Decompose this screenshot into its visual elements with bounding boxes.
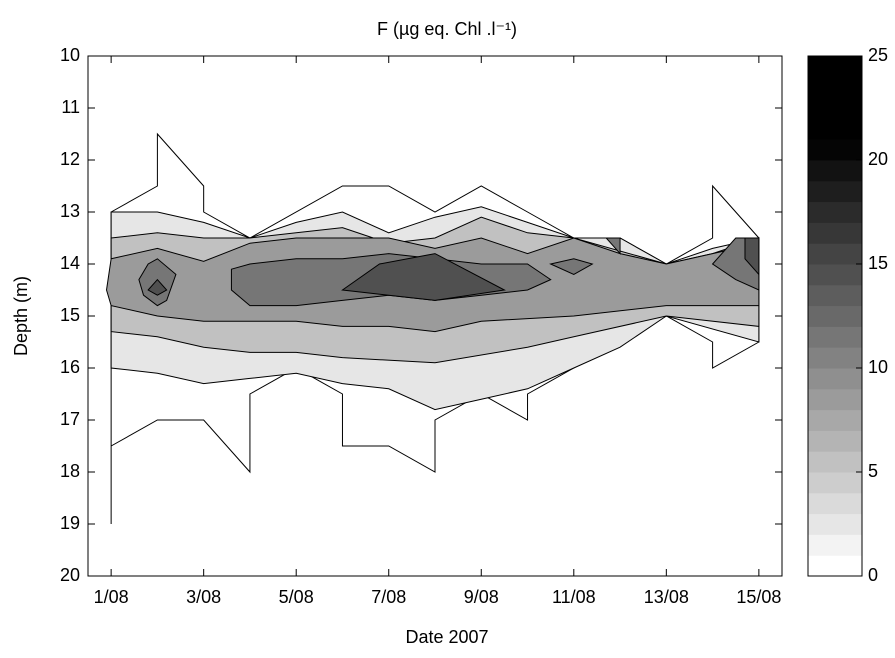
colorbar-step (808, 180, 862, 203)
x-tick-label: 3/08 (186, 587, 221, 607)
colorbar-step (808, 97, 862, 119)
colorbar-step (808, 264, 862, 286)
colorbar-step (808, 243, 862, 265)
colorbar-tick-label: 5 (868, 461, 878, 481)
y-tick-label: 10 (60, 45, 80, 65)
x-tick-label: 7/08 (371, 587, 406, 607)
colorbar-tick-label: 0 (868, 565, 878, 585)
colorbar-step (808, 368, 862, 390)
colorbar-step (808, 409, 862, 431)
colorbar-step (808, 555, 862, 577)
colorbar-step (808, 139, 862, 161)
colorbar-step (808, 472, 862, 494)
y-tick-label: 18 (60, 461, 80, 481)
colorbar-tick-label: 15 (868, 253, 888, 273)
colorbar-step (808, 56, 862, 78)
x-tick-label: 15/08 (736, 587, 781, 607)
colorbar-step (808, 534, 862, 556)
y-tick-label: 20 (60, 565, 80, 585)
x-tick-label: 5/08 (279, 587, 314, 607)
chart-title: F (µg eq. Chl .l⁻¹) (377, 19, 517, 39)
colorbar-step (808, 451, 862, 473)
y-tick-label: 17 (60, 409, 80, 429)
colorbar-step (808, 388, 862, 411)
x-tick-label: 1/08 (94, 587, 129, 607)
colorbar-step (808, 492, 862, 515)
y-tick-label: 15 (60, 305, 80, 325)
x-axis-label: Date 2007 (405, 627, 488, 647)
x-tick-label: 13/08 (644, 587, 689, 607)
y-tick-label: 12 (60, 149, 80, 169)
y-axis-label: Depth (m) (11, 276, 31, 356)
x-tick-label: 11/08 (552, 587, 596, 607)
colorbar-step (808, 222, 862, 244)
contour-region (744, 237, 760, 276)
y-tick-label: 13 (60, 201, 80, 221)
colorbar-step (808, 118, 862, 140)
colorbar-step (808, 326, 862, 348)
contour-region (147, 278, 168, 296)
colorbar-tick-label: 20 (868, 149, 888, 169)
y-tick-label: 19 (60, 513, 80, 533)
colorbar-tick-label: 25 (868, 45, 888, 65)
colorbar-step (808, 160, 862, 182)
colorbar-step (808, 513, 862, 535)
colorbar-step (808, 284, 862, 307)
contour-region (549, 258, 594, 275)
colorbar-step (808, 430, 862, 452)
colorbar-step (808, 305, 862, 327)
contour-region (341, 253, 506, 301)
colorbar-frame (807, 55, 863, 577)
y-tick-label: 14 (60, 253, 80, 273)
y-tick-label: 16 (60, 357, 80, 377)
colorbar-step (808, 347, 862, 369)
colorbar-tick-label: 10 (868, 357, 888, 377)
y-tick-label: 11 (61, 97, 80, 117)
colorbar-step (808, 201, 862, 223)
colorbar-step (808, 76, 862, 99)
contour-region (605, 237, 621, 255)
x-tick-label: 9/08 (464, 587, 499, 607)
